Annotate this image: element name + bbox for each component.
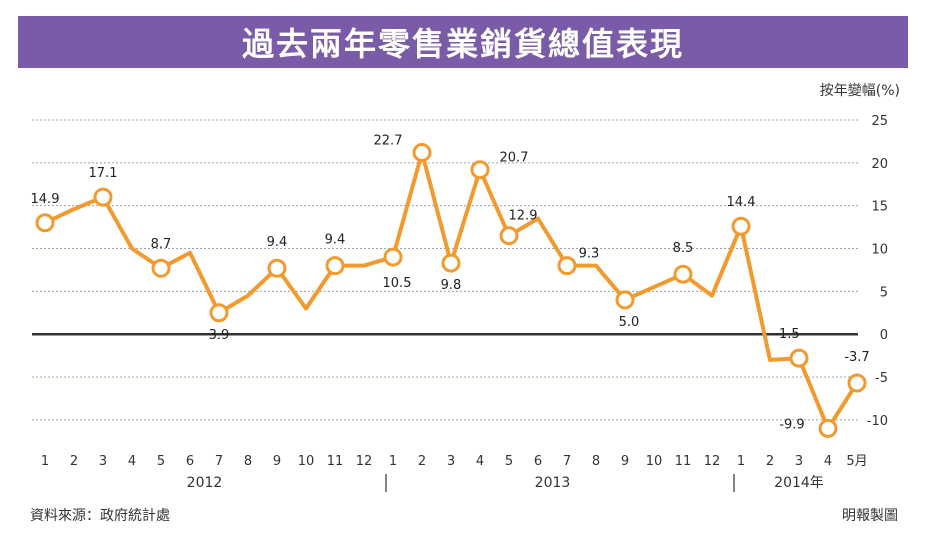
data-label: -3.7 bbox=[844, 350, 869, 365]
data-point-marker bbox=[818, 418, 838, 438]
data-point-marker bbox=[151, 258, 171, 278]
data-point-marker bbox=[267, 258, 287, 278]
data-point-marker bbox=[615, 290, 635, 310]
data-point-marker bbox=[731, 216, 751, 236]
x-tick-label: 3 bbox=[447, 454, 455, 469]
data-label: 14.4 bbox=[727, 195, 756, 210]
x-tick-label: 11 bbox=[327, 454, 344, 469]
y-tick-label: 0 bbox=[880, 328, 888, 343]
data-point-marker bbox=[383, 247, 403, 267]
source-note: 資料來源：政府統計處 bbox=[30, 508, 170, 524]
year-label: 2013 bbox=[535, 475, 571, 491]
x-tick-label: 9 bbox=[273, 454, 281, 469]
data-point-marker bbox=[847, 373, 867, 393]
x-tick-label: 10 bbox=[298, 454, 315, 469]
data-point-marker bbox=[499, 226, 519, 246]
x-tick-label: 4 bbox=[476, 454, 484, 469]
y-tick-label: 25 bbox=[871, 114, 888, 129]
data-point-marker bbox=[441, 253, 461, 273]
data-point-marker bbox=[93, 187, 113, 207]
x-tick-label: 11 bbox=[675, 454, 692, 469]
year-label: 2014年 bbox=[774, 475, 824, 491]
data-point-marker bbox=[470, 160, 490, 180]
chart-title: 過去兩年零售業銷貨總值表現 bbox=[241, 25, 684, 63]
x-tick-label: 3 bbox=[795, 454, 803, 469]
data-label: 3.9 bbox=[209, 328, 230, 343]
data-label: 8.5 bbox=[673, 241, 694, 256]
x-tick-label: 9 bbox=[621, 454, 629, 469]
x-tick-label: 1 bbox=[737, 454, 745, 469]
data-point-marker bbox=[325, 256, 345, 276]
x-tick-label: 2 bbox=[766, 454, 774, 469]
data-point-marker bbox=[557, 256, 577, 276]
data-point-marker bbox=[209, 303, 229, 323]
x-tick-label: 8 bbox=[592, 454, 600, 469]
data-label: -9.9 bbox=[779, 417, 804, 432]
x-tick-label: 1 bbox=[389, 454, 397, 469]
year-label: 2012 bbox=[187, 475, 223, 491]
x-tick-label: 6 bbox=[186, 454, 194, 469]
data-label: 10.5 bbox=[383, 276, 412, 291]
data-label: 20.7 bbox=[500, 151, 529, 166]
x-tick-label: 7 bbox=[563, 454, 571, 469]
x-tick-label: 12 bbox=[704, 454, 721, 469]
y-tick-label: 15 bbox=[871, 200, 888, 215]
x-tick-label: 6 bbox=[534, 454, 542, 469]
x-tick-label: 3 bbox=[99, 454, 107, 469]
x-tick-label: 4 bbox=[128, 454, 136, 469]
x-tick-label: 5 bbox=[157, 454, 165, 469]
y-tick-label: 20 bbox=[871, 157, 888, 172]
x-tick-label: 2 bbox=[418, 454, 426, 469]
x-tick-label: 5月 bbox=[846, 454, 867, 469]
data-label: 9.8 bbox=[441, 278, 462, 293]
x-tick-label: 8 bbox=[244, 454, 252, 469]
data-label: 9.3 bbox=[579, 247, 600, 262]
y-tick-label: 5 bbox=[880, 285, 888, 300]
data-label: 5.0 bbox=[619, 315, 640, 330]
data-label: 8.7 bbox=[151, 237, 172, 252]
y-tick-label: 10 bbox=[871, 243, 888, 258]
data-label: 9.4 bbox=[267, 235, 288, 250]
data-point-marker bbox=[412, 143, 432, 163]
x-tick-label: 2 bbox=[70, 454, 78, 469]
x-tick-label: 4 bbox=[824, 454, 832, 469]
x-tick-label: 7 bbox=[215, 454, 223, 469]
data-point-marker bbox=[673, 264, 693, 284]
data-point-marker bbox=[35, 213, 55, 233]
y-tick-label: -10 bbox=[867, 414, 888, 429]
x-tick-label: 5 bbox=[505, 454, 513, 469]
credit-note: 明報製圖 bbox=[842, 508, 898, 524]
data-point-marker bbox=[789, 348, 809, 368]
data-label: 14.9 bbox=[31, 192, 60, 207]
data-label: -1.5 bbox=[774, 327, 799, 342]
data-label: 9.4 bbox=[325, 233, 346, 248]
title-bar: 過去兩年零售業銷貨總值表現 bbox=[18, 16, 908, 68]
x-tick-label: 1 bbox=[41, 454, 49, 469]
y-tick-label: -5 bbox=[875, 371, 888, 386]
x-tick-label: 10 bbox=[646, 454, 663, 469]
data-label: 12.9 bbox=[509, 209, 538, 224]
x-tick-label: 12 bbox=[356, 454, 373, 469]
data-label: 22.7 bbox=[374, 134, 403, 149]
data-label: 17.1 bbox=[89, 166, 118, 181]
y-axis-unit-label: 按年變幅(%) bbox=[819, 83, 900, 99]
